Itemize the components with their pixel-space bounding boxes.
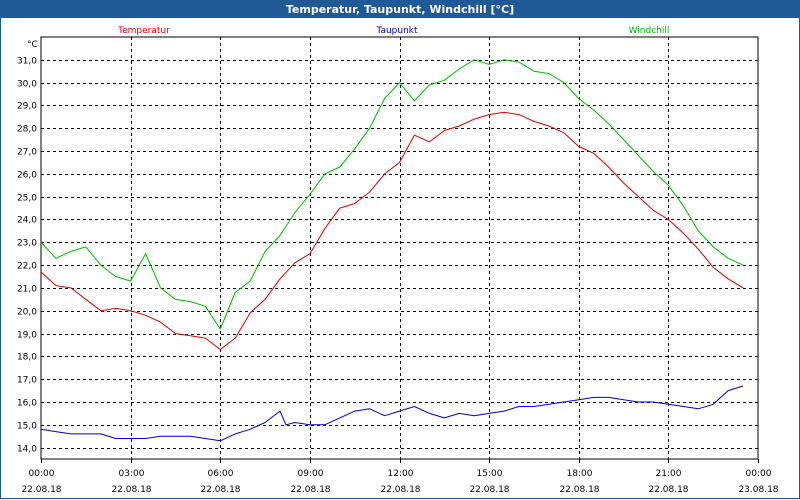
window-title: Temperatur, Taupunkt, Windchill [°C] bbox=[285, 2, 515, 16]
y-tick-label: 24,0 bbox=[17, 216, 37, 226]
x-tick-time: 12:00 bbox=[388, 469, 414, 479]
y-tick-label: 15,0 bbox=[17, 422, 37, 432]
series-line-windchill bbox=[40, 59, 744, 330]
x-tick-date: 22.08.18 bbox=[200, 485, 240, 495]
y-tick-label: 22,0 bbox=[17, 262, 37, 272]
x-tick-time: 21:00 bbox=[656, 469, 682, 479]
y-tick-label: 14,0 bbox=[17, 445, 37, 455]
y-tick-label: 21,0 bbox=[17, 285, 37, 295]
y-tick-label: 18,0 bbox=[17, 353, 37, 363]
x-tick-date: 22.08.18 bbox=[290, 485, 330, 495]
y-tick-label: 17,0 bbox=[17, 376, 37, 386]
y-tick-label: 25,0 bbox=[17, 194, 37, 204]
legend-taupunkt: Taupunkt bbox=[375, 26, 418, 36]
x-tick-date: 22.08.18 bbox=[380, 485, 420, 495]
x-tick-time: 00:00 bbox=[29, 469, 55, 479]
x-tick-date: 22.08.18 bbox=[559, 485, 599, 495]
legend-windchill: Windchill bbox=[629, 26, 670, 36]
x-tick-time: 15:00 bbox=[477, 469, 503, 479]
x-tick-date: 22.08.18 bbox=[111, 485, 151, 495]
x-tick-date: 23.08.18 bbox=[738, 485, 778, 495]
y-tick-label: 28,0 bbox=[17, 125, 37, 135]
series-line-taupunkt bbox=[40, 385, 744, 442]
y-tick-label: 31,0 bbox=[17, 57, 37, 67]
y-tick-label: 16,0 bbox=[17, 399, 37, 409]
y-tick-label: 27,0 bbox=[17, 148, 37, 158]
x-tick-date: 22.08.18 bbox=[469, 485, 509, 495]
x-tick-time: 18:00 bbox=[567, 469, 593, 479]
series-line-temperatur bbox=[40, 111, 744, 350]
y-tick-label: 19,0 bbox=[17, 331, 37, 341]
x-tick-time: 09:00 bbox=[298, 469, 324, 479]
x-tick-time: 06:00 bbox=[208, 469, 234, 479]
x-tick-date: 22.08.18 bbox=[648, 485, 688, 495]
y-tick-label: 26,0 bbox=[17, 171, 37, 181]
y-tick-label: 20,0 bbox=[17, 308, 37, 318]
x-tick-date: 22.08.18 bbox=[21, 485, 61, 495]
y-axis-label: °C bbox=[27, 40, 38, 50]
y-tick-label: 29,0 bbox=[17, 102, 37, 112]
window-title-bar: Temperatur, Taupunkt, Windchill [°C] bbox=[0, 0, 800, 18]
plot-area bbox=[40, 36, 759, 460]
y-tick-label: 30,0 bbox=[17, 80, 37, 90]
y-tick-label: 23,0 bbox=[17, 239, 37, 249]
x-tick-time: 00:00 bbox=[746, 469, 772, 479]
legend-temperatur: Temperatur bbox=[117, 26, 170, 36]
x-tick-time: 03:00 bbox=[119, 469, 145, 479]
